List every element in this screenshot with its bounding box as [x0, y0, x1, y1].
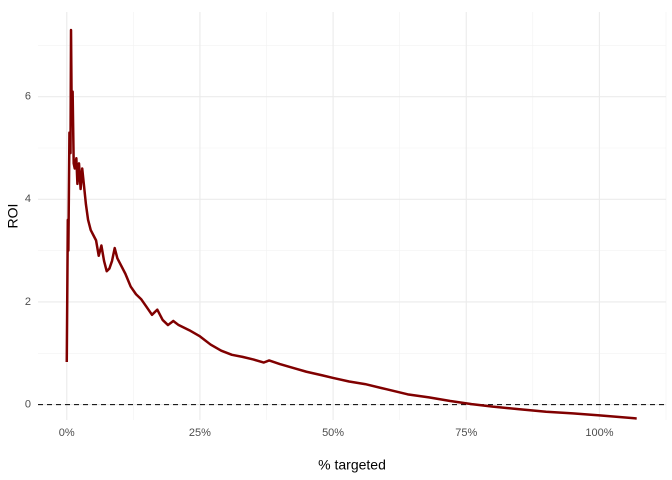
- y-axis-title: ROI: [5, 204, 21, 229]
- y-tick-label: 0: [25, 399, 31, 411]
- x-tick-label: 0%: [59, 427, 75, 439]
- y-tick-label: 6: [25, 91, 31, 103]
- y-tick-label: 2: [25, 296, 31, 308]
- x-tick-label: 75%: [455, 427, 477, 439]
- x-tick-label: 50%: [322, 427, 344, 439]
- x-tick-label: 100%: [585, 427, 613, 439]
- x-axis-title: % targeted: [318, 457, 386, 473]
- roi-line: [65, 28, 637, 420]
- y-tick-label: 4: [25, 193, 31, 205]
- x-tick-label: 25%: [189, 427, 211, 439]
